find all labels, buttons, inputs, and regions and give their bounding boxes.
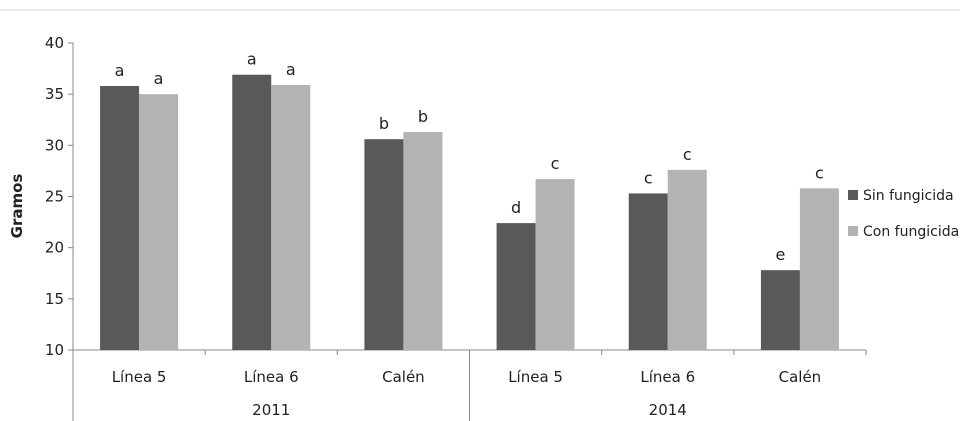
bars — [100, 74, 839, 351]
y-tick-label: 25 — [45, 188, 64, 206]
bar-significance-label: d — [511, 198, 521, 217]
category-label: Línea 5 — [112, 368, 167, 386]
y-tick-label: 35 — [45, 85, 64, 103]
bar-significance-label: c — [815, 163, 824, 182]
bar-significance-label: e — [775, 245, 785, 264]
y-axis-title: Gramos — [8, 174, 26, 239]
category-label: Línea 6 — [640, 368, 695, 386]
y-tick-label: 10 — [45, 341, 64, 359]
legend-label: Con fungicida — [863, 224, 959, 240]
group-label: 2014 — [649, 401, 687, 419]
bar — [535, 179, 575, 350]
bar — [139, 94, 179, 351]
legend-label: Sin fungicida — [863, 188, 954, 204]
y-tick-label: 30 — [45, 136, 64, 154]
labels: a a b d c e a a b c c c — [115, 50, 824, 264]
legend-swatch — [848, 190, 858, 200]
bar — [667, 169, 707, 350]
y-tick-label: 40 — [45, 34, 64, 52]
category-label: Calén — [779, 368, 822, 386]
y-tick-label: 20 — [45, 239, 64, 257]
bar-significance-label: a — [286, 60, 296, 79]
category-label: Calén — [382, 368, 425, 386]
category-label: Línea 5 — [508, 368, 563, 386]
bar — [799, 188, 839, 350]
bar — [628, 193, 668, 350]
bar-significance-label: a — [247, 50, 257, 69]
bar-significance-label: c — [551, 154, 560, 173]
category-label: Línea 6 — [244, 368, 299, 386]
bar-significance-label: c — [644, 168, 653, 187]
legend: Sin fungicida Con fungicida — [848, 188, 959, 240]
bar — [100, 85, 140, 350]
bar — [271, 84, 311, 350]
legend-swatch — [848, 226, 858, 236]
bar-significance-label: b — [379, 114, 389, 133]
y-tick-label: 15 — [45, 290, 64, 308]
bar — [496, 223, 536, 350]
bar — [760, 270, 800, 350]
axes: 10 15 20 25 30 35 40 2011 2014 Línea 5 Línea 6 Calé… — [45, 34, 867, 421]
bar-significance-label: c — [683, 145, 692, 164]
bar — [403, 132, 443, 350]
group-label: 2011 — [252, 401, 290, 419]
bar — [364, 139, 404, 350]
bar-significance-label: a — [115, 61, 125, 80]
bar — [232, 74, 272, 351]
bar-significance-label: a — [154, 69, 164, 88]
bar-significance-label: b — [418, 107, 428, 126]
